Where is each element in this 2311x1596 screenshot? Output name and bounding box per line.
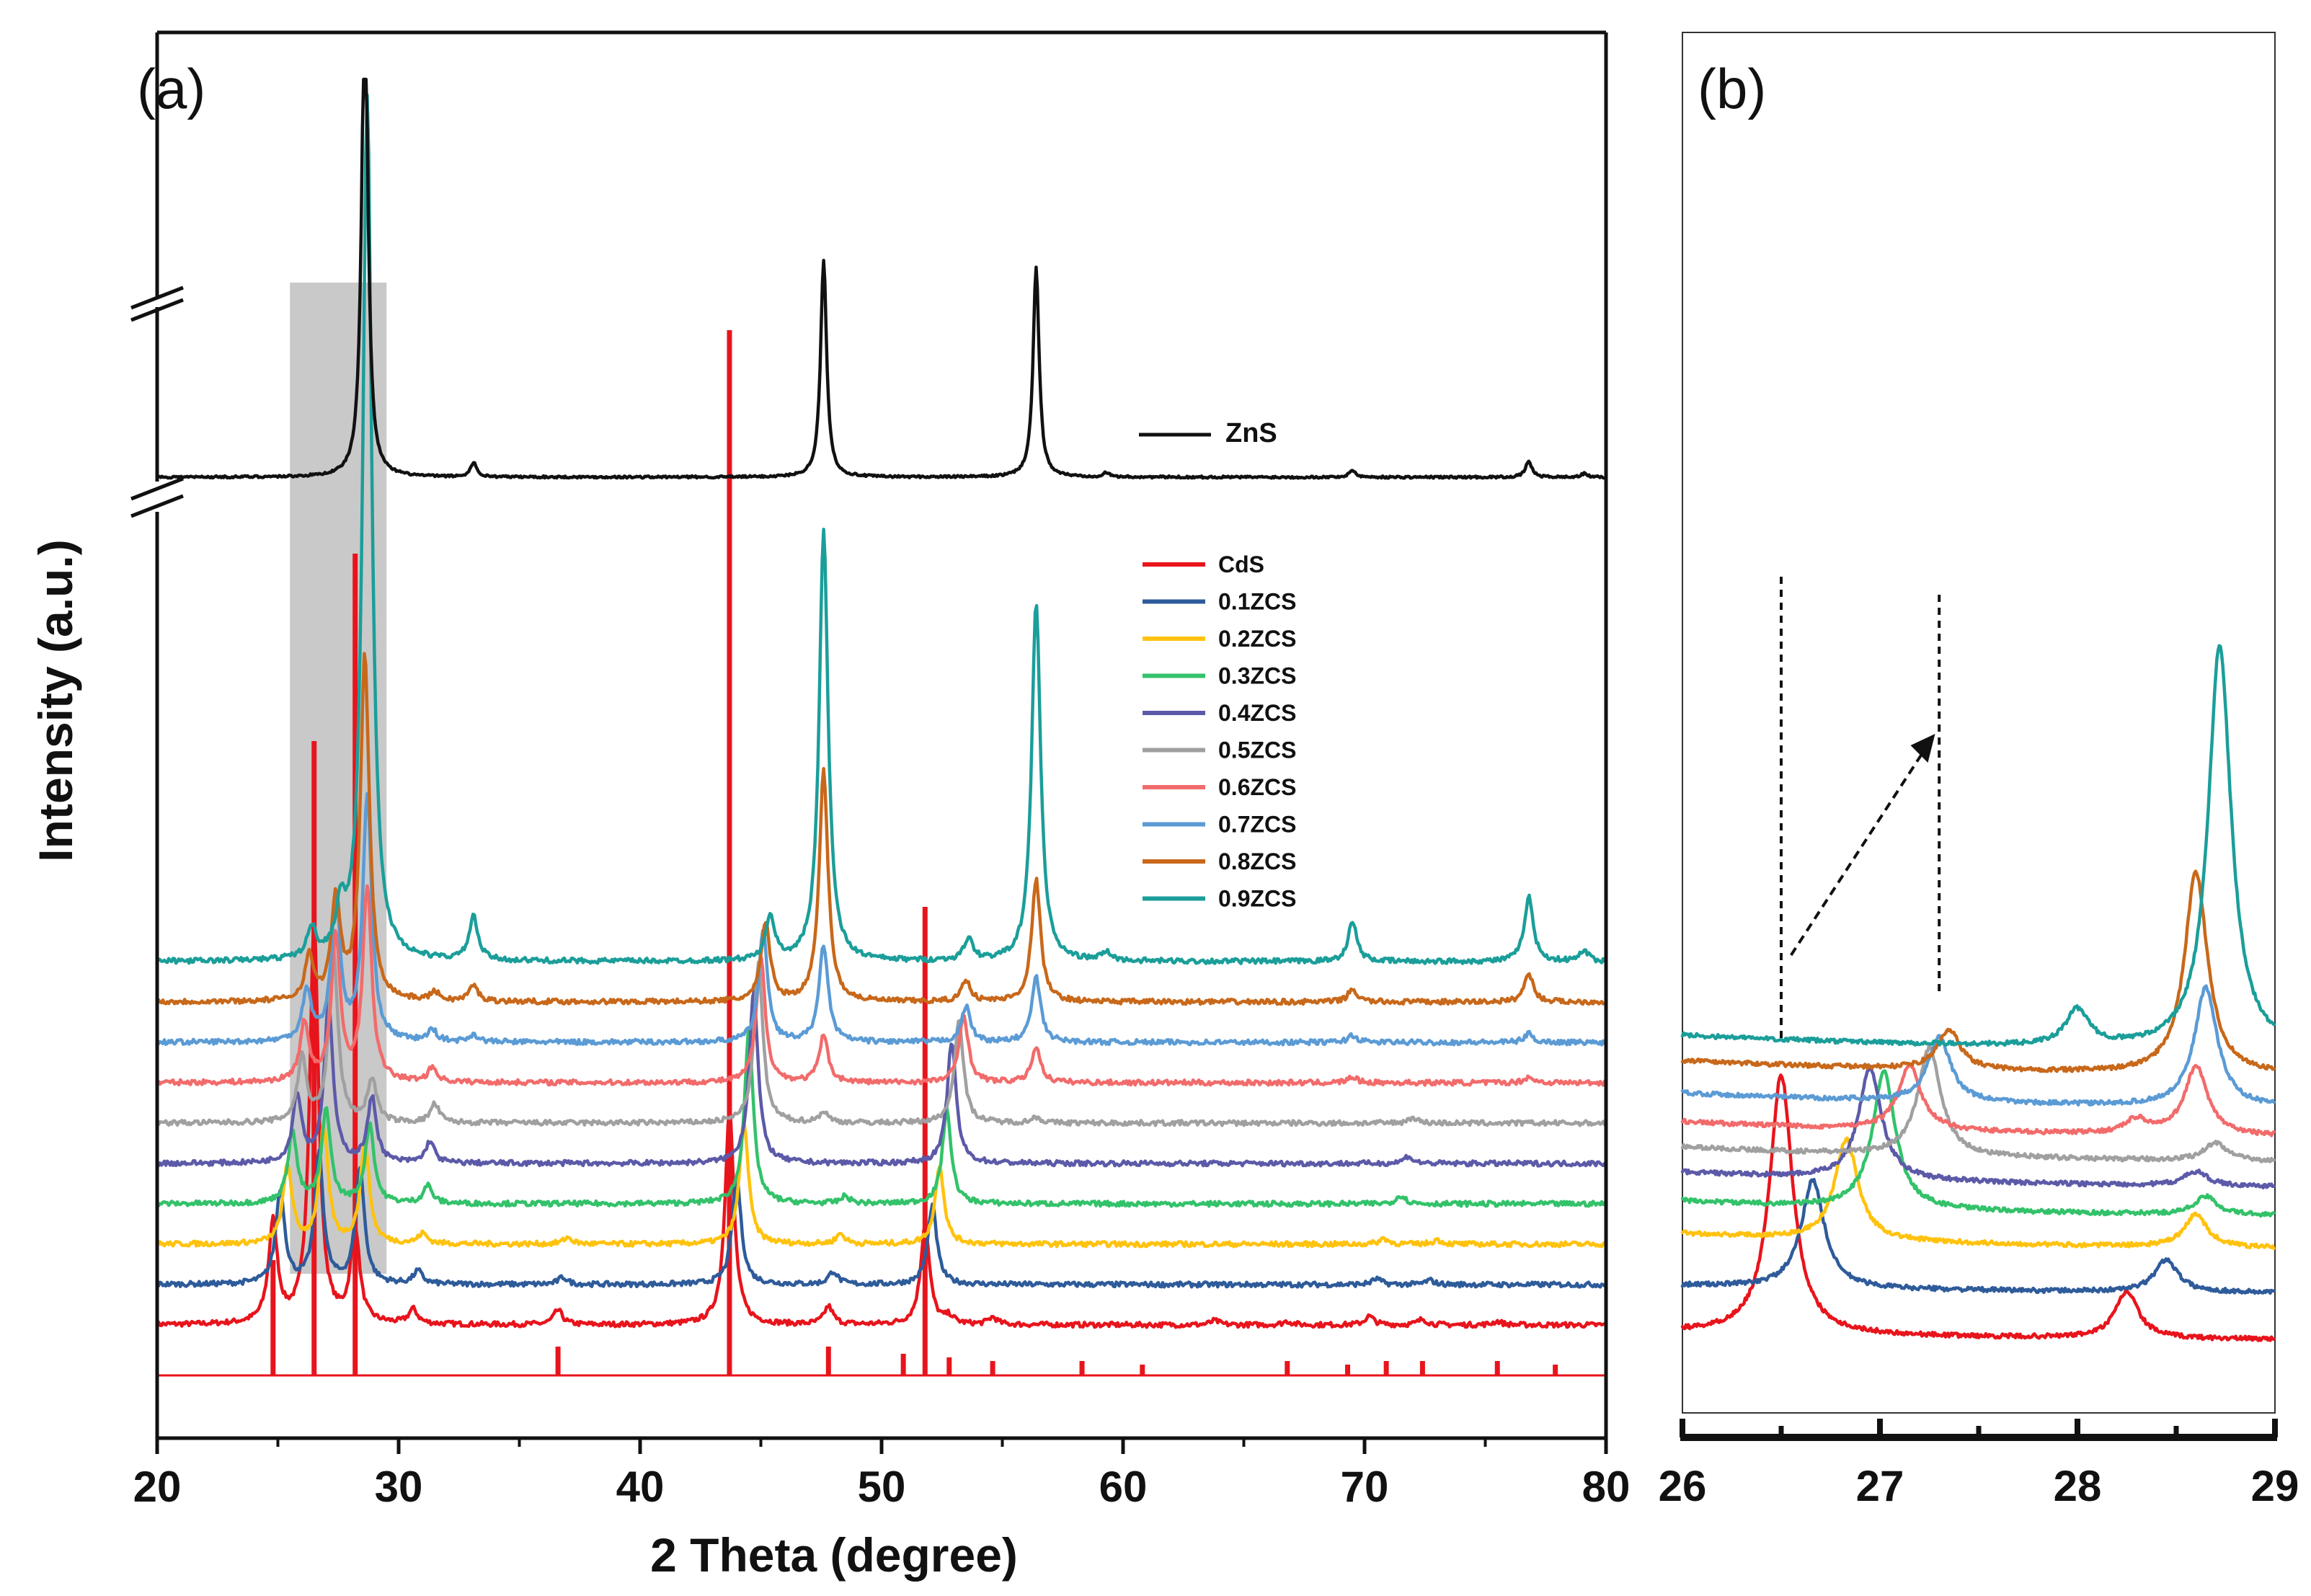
trace-0.6ZCS — [155, 884, 1607, 1087]
y-axis-title: Intensity (a.u.) — [29, 539, 82, 861]
trace-CdS — [155, 918, 1607, 1329]
x-tick-label-30: 30 — [375, 1463, 423, 1511]
panel-a-legend: CdS 0.1ZCS 0.2ZCS 0.3ZCS 0.4ZCS 0.5ZCS 0.6ZCS 0… — [1143, 551, 1296, 912]
axis-break-upper-2 — [130, 298, 184, 322]
trace-0.1ZCS — [155, 1148, 1607, 1289]
b-x-tick-label-29: 29 — [2251, 1462, 2299, 1510]
trace-ZnS — [155, 77, 1608, 480]
x-tick-label-60: 60 — [1099, 1463, 1148, 1511]
shift-arrow-line — [1790, 741, 1931, 957]
trace-0.4ZCS — [155, 989, 1607, 1168]
x-axis-title: 2 Theta (degree) — [650, 1528, 1018, 1582]
trace-0.7ZCS — [155, 792, 1607, 1047]
x-tick-label-80: 80 — [1582, 1463, 1631, 1511]
panel-b-frame — [1682, 32, 2276, 1414]
panel-b-plot-area — [1680, 32, 2276, 1414]
axis-break-lower-1 — [130, 476, 184, 501]
b-trace-0.3ZCS — [1680, 1069, 2276, 1218]
legend-label-CdS: CdS — [1218, 551, 1264, 577]
legend-label-0.3ZCS: 0.3ZCS — [1218, 663, 1296, 689]
shift-arrow-head — [1910, 734, 1935, 763]
legend-label-0.2ZCS: 0.2ZCS — [1218, 626, 1296, 652]
b-x-tick-label-28: 28 — [2054, 1462, 2102, 1510]
b-trace-0.6ZCS — [1680, 1063, 2276, 1138]
legend-label-0.8ZCS: 0.8ZCS — [1218, 848, 1296, 874]
b-trace-0.5ZCS — [1680, 1045, 2276, 1163]
x-tick-label-20: 20 — [133, 1463, 182, 1511]
panel-a-x-ticks: 20 30 40 50 60 70 80 — [133, 1438, 1631, 1511]
b-x-tick-label-26: 26 — [1659, 1462, 1707, 1510]
b-trace-0.2ZCS — [1680, 1136, 2276, 1251]
x-tick-label-70: 70 — [1341, 1463, 1389, 1511]
x-tick-label-40: 40 — [616, 1463, 665, 1511]
panel-a: (a) Intensity (a.u.) 2 Theta (degree) Cd… — [29, 30, 1631, 1582]
legend-label-0.5ZCS: 0.5ZCS — [1218, 737, 1296, 763]
trace-0.5ZCS — [155, 947, 1607, 1127]
panel-b-x-ticks: 26 27 28 29 — [1659, 1419, 2299, 1510]
legend-label-0.4ZCS: 0.4ZCS — [1218, 700, 1296, 726]
legend-label-0.6ZCS: 0.6ZCS — [1218, 774, 1296, 800]
trace-0.8ZCS — [155, 652, 1607, 1006]
b-trace-0.1ZCS — [1680, 1177, 2276, 1295]
axis-break-upper-1 — [130, 285, 184, 310]
b-trace-0.4ZCS — [1680, 1065, 2276, 1190]
zns-legend: ZnS — [1139, 418, 1277, 448]
trace-0.3ZCS — [155, 1028, 1607, 1208]
x-tick-label-50: 50 — [858, 1463, 906, 1511]
b-trace-CdS — [1680, 1073, 2276, 1342]
legend-label-0.7ZCS: 0.7ZCS — [1218, 812, 1296, 838]
b-trace-0.9ZCS — [1680, 644, 2276, 1047]
zns-legend-label: ZnS — [1225, 418, 1277, 448]
panel-a-label: (a) — [137, 57, 205, 120]
trace-0.9ZCS — [155, 93, 1607, 965]
panel-b: (b) 26 27 28 29 — [1659, 32, 2299, 1510]
b-trace-0.8ZCS — [1680, 869, 2276, 1073]
legend-label-0.9ZCS: 0.9ZCS — [1218, 886, 1296, 912]
b-x-tick-label-27: 27 — [1856, 1462, 1904, 1510]
legend-label-0.1ZCS: 0.1ZCS — [1218, 589, 1296, 615]
axis-break-lower-2 — [130, 494, 184, 518]
b-trace-0.7ZCS — [1680, 984, 2276, 1107]
trace-0.2ZCS — [155, 1120, 1607, 1249]
panel-b-label: (b) — [1698, 57, 1766, 120]
panel-a-plot-area — [130, 30, 1608, 1440]
